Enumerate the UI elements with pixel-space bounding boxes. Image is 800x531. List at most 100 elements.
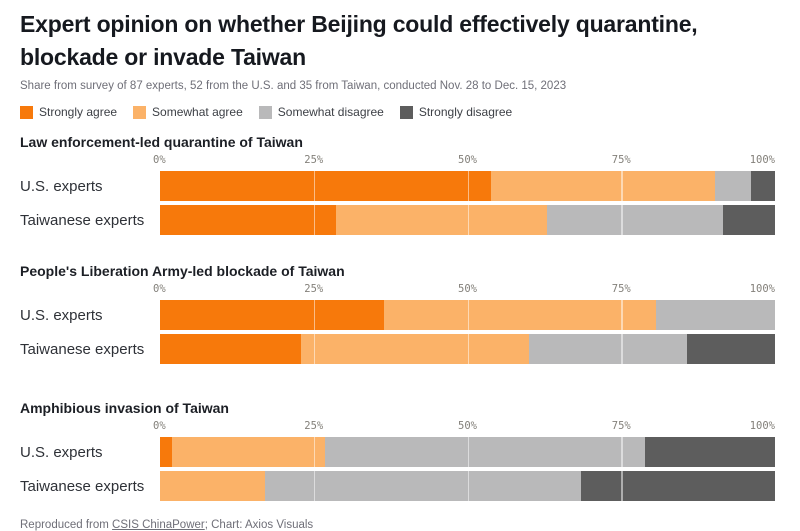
bar-row-u-s-experts: U.S. experts (20, 437, 775, 467)
axis-row: 0% 25% 50% 75% 100% (20, 283, 775, 296)
axis-tick: 0% (153, 420, 166, 432)
gridline (621, 437, 623, 467)
section-blockade: People's Liberation Army-led blockade of… (20, 263, 775, 364)
bar-segment-somewhat-agree (300, 334, 529, 364)
gridline (621, 300, 623, 330)
legend-swatch-strongly-agree (20, 105, 33, 119)
axis-row: 0% 25% 50% 75% 100% (20, 154, 775, 167)
bar-stack-taiwanese-experts (160, 205, 775, 235)
row-label: U.S. experts (20, 177, 103, 195)
footer-credit: ; Chart: Axios Visuals (204, 519, 314, 531)
bar-segment-strongly-disagree (581, 471, 775, 501)
gridline (467, 205, 469, 235)
chart-subtitle: Share from survey of 87 experts, 52 from… (20, 80, 567, 92)
gridline (467, 471, 469, 501)
gridline (467, 334, 469, 364)
x-axis: 0% 25% 50% 75% 100% (153, 154, 775, 167)
gridline (313, 205, 316, 235)
bar-segment-strongly-agree (160, 300, 385, 330)
csis-chinapower-link[interactable]: CSIS ChinaPower (112, 519, 205, 531)
x-axis: 0% 25% 50% 75% 100% (153, 283, 775, 296)
bar-row-u-s-experts: U.S. experts (20, 171, 775, 201)
gridline (313, 437, 316, 467)
bar-segment-somewhat-disagree (528, 334, 688, 364)
gridline (621, 171, 623, 201)
bar-stack-u-s-experts (160, 437, 775, 467)
bar-segment-strongly-agree (160, 437, 172, 467)
bar-stack-taiwanese-experts (160, 334, 775, 364)
bar-stack-u-s-experts (160, 171, 775, 201)
bar-segment-strongly-disagree (644, 437, 775, 467)
gridline (621, 471, 623, 501)
bar-segment-strongly-disagree (687, 334, 775, 364)
legend: Strongly agree Somewhat agree Somewhat dis… (20, 105, 775, 119)
gridline (313, 300, 316, 330)
legend-item-somewhat-disagree: Somewhat disagree (258, 105, 384, 119)
legend-label-somewhat-agree: Somewhat agree (152, 105, 243, 119)
bar-segment-somewhat-disagree (265, 471, 582, 501)
bar-row-taiwanese-experts: Taiwanese experts (20, 334, 775, 364)
row-label: U.S. experts (20, 306, 103, 324)
bar-row-taiwanese-experts: Taiwanese experts (20, 471, 775, 501)
bar-segment-somewhat-disagree (546, 205, 723, 235)
gridline (467, 300, 469, 330)
axis-tick: 100% (749, 154, 775, 166)
gridline (313, 334, 316, 364)
bar-stack-u-s-experts (160, 300, 775, 330)
legend-item-strongly-disagree: Strongly disagree (399, 105, 513, 119)
axis-tick: 50% (458, 420, 477, 432)
section-title-invasion: Amphibious invasion of Taiwan (20, 400, 229, 416)
axis-row: 0% 25% 50% 75% 100% (20, 420, 775, 433)
x-axis: 0% 25% 50% 75% 100% (153, 420, 775, 433)
bar-segment-somewhat-disagree (656, 300, 775, 330)
gridline (621, 205, 623, 235)
chart-quarantine: 0% 25% 50% 75% 100% U.S. experts Taiwanese exp… (20, 154, 775, 235)
legend-item-somewhat-agree: Somewhat agree (133, 105, 243, 119)
bar-segment-somewhat-agree (335, 205, 547, 235)
axis-spacer (20, 283, 160, 296)
legend-swatch-somewhat-agree (133, 105, 147, 119)
section-title-blockade: People's Liberation Army-led blockade of… (20, 263, 345, 279)
legend-label-somewhat-disagree: Somewhat disagree (277, 105, 384, 119)
bar-segment-strongly-agree (160, 205, 336, 235)
axis-tick: 75% (611, 283, 631, 295)
axis-tick: 25% (304, 420, 324, 432)
legend-swatch-strongly-disagree (399, 105, 413, 119)
bar-segment-somewhat-disagree (325, 437, 645, 467)
bar-segment-strongly-disagree (722, 205, 775, 235)
gridline (467, 171, 469, 201)
axis-tick: 75% (611, 420, 631, 432)
row-label: U.S. experts (20, 443, 103, 461)
gridline (313, 171, 316, 201)
bar-stack-taiwanese-experts (160, 471, 775, 501)
axis-tick: 75% (611, 154, 631, 166)
bar-row-taiwanese-experts: Taiwanese experts (20, 205, 775, 235)
bar-segment-strongly-agree (160, 171, 491, 201)
bar-row-u-s-experts: U.S. experts (20, 300, 775, 330)
axis-tick: 0% (153, 283, 166, 295)
legend-label-strongly-agree: Strongly agree (39, 105, 118, 119)
footer-text: Reproduced from (20, 519, 113, 531)
gridline (313, 471, 316, 501)
bar-segment-somewhat-disagree (715, 171, 751, 201)
gridline (467, 437, 469, 467)
bar-segment-strongly-disagree (750, 171, 775, 201)
axis-tick: 100% (749, 283, 775, 295)
legend-label-strongly-disagree: Strongly disagree (418, 105, 513, 119)
bar-segment-somewhat-agree (171, 437, 326, 467)
axis-spacer (20, 154, 160, 167)
bar-segment-somewhat-agree (384, 300, 657, 330)
legend-item-strongly-agree: Strongly agree (20, 105, 117, 119)
bar-segment-strongly-agree (160, 334, 301, 364)
row-label: Taiwanese experts (20, 340, 145, 358)
axis-spacer (20, 420, 160, 433)
axis-tick: 25% (304, 154, 324, 166)
footer: Reproduced from CSIS ChinaPower; Chart: … (20, 519, 775, 531)
axis-tick: 25% (304, 283, 324, 295)
axis-tick: 100% (749, 420, 775, 432)
gridline (621, 334, 623, 364)
chart-invasion: 0% 25% 50% 75% 100% U.S. experts Taiwanese exp… (20, 420, 775, 501)
bar-segment-somewhat-agree (160, 471, 266, 501)
row-label: Taiwanese experts (20, 477, 145, 495)
